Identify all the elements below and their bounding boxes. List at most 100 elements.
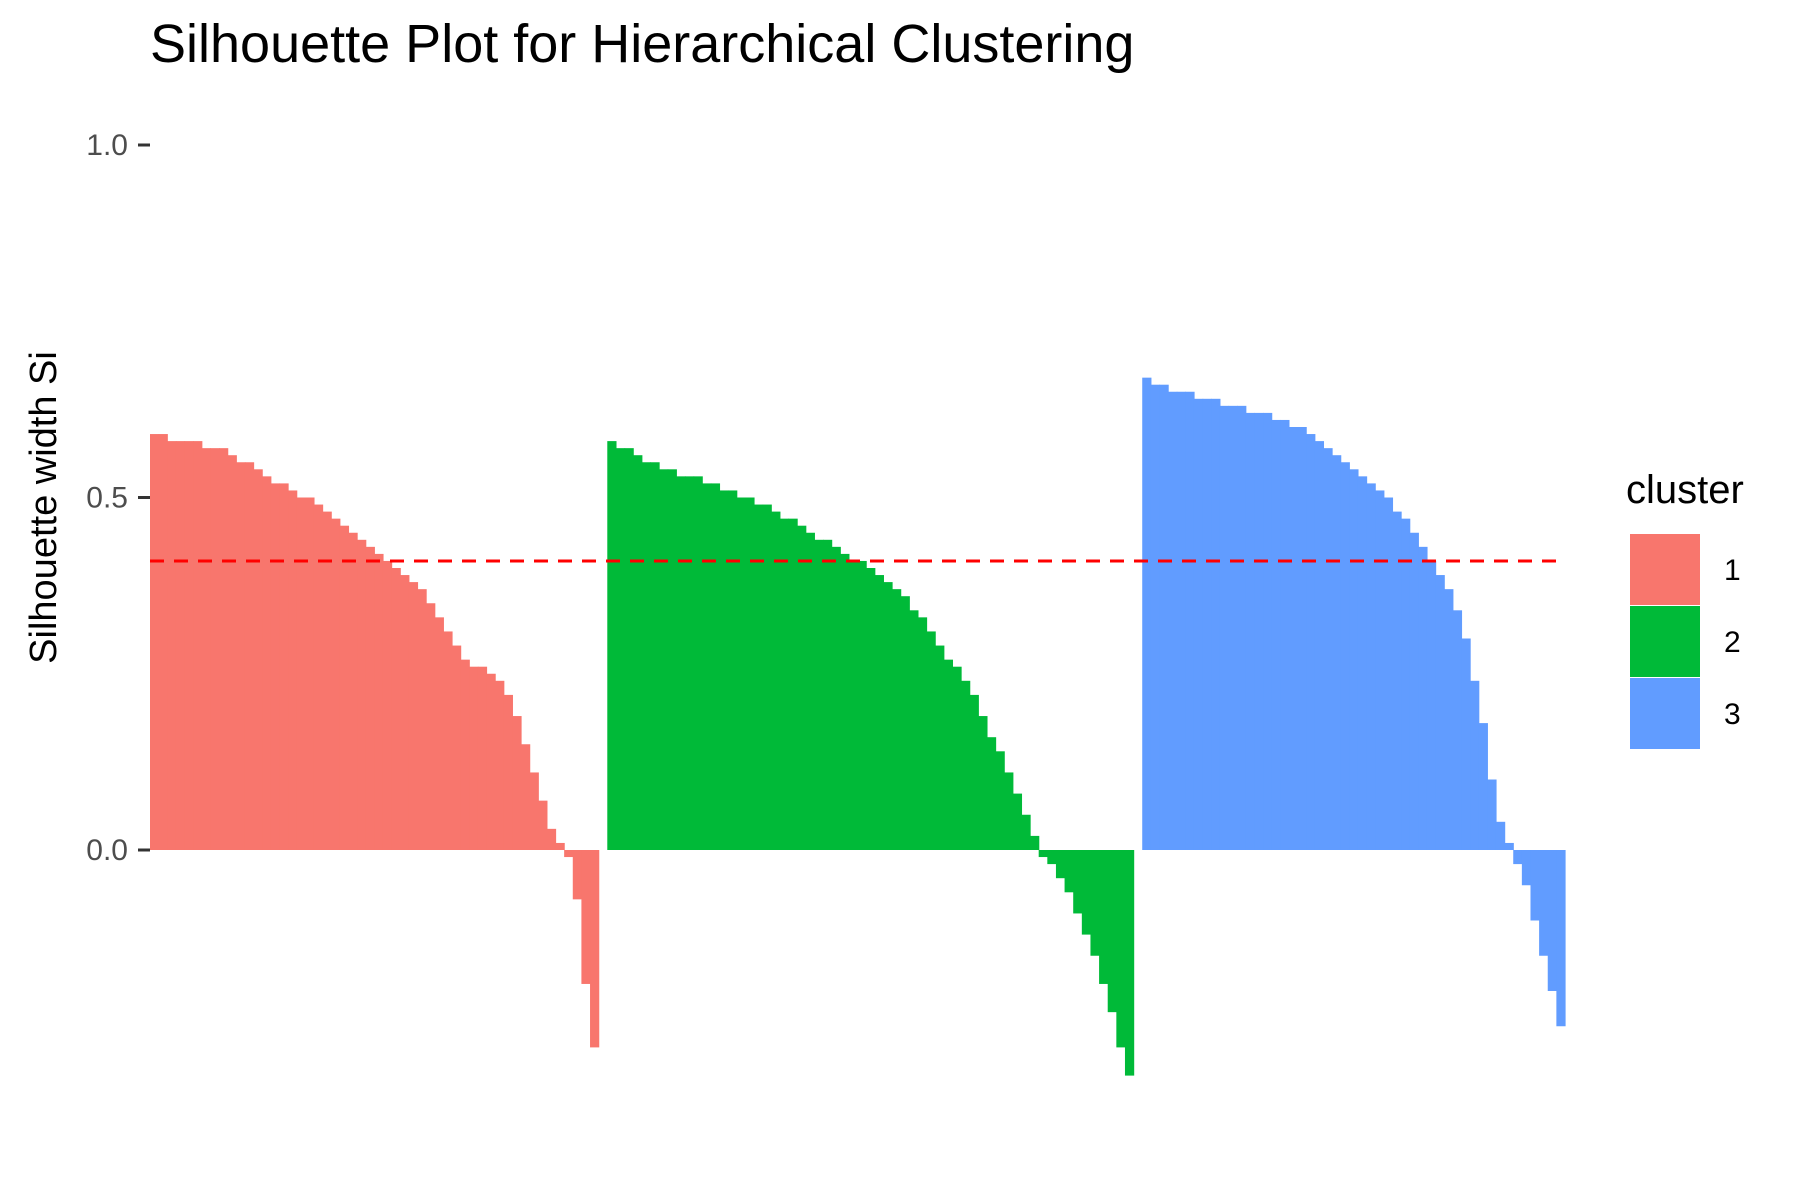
silhouette-bar [641, 462, 652, 850]
legend-items: 1 2 3 [1630, 534, 1741, 749]
silhouette-bar [1099, 850, 1109, 984]
silhouette-bar [572, 850, 583, 900]
chart-title: Silhouette Plot for Hierarchical Cluster… [150, 14, 1134, 74]
silhouette-bar [417, 589, 427, 850]
silhouette-bar [529, 772, 539, 850]
silhouette-bar [270, 483, 281, 850]
silhouette-bar [434, 617, 444, 850]
y-axis-title: Silhouette width Si [23, 351, 65, 664]
silhouette-bar [1375, 490, 1385, 850]
series-cluster-3 [1142, 377, 1566, 1027]
silhouette-bar [564, 850, 574, 858]
silhouette-bar [961, 680, 971, 850]
silhouette-bar [443, 631, 453, 850]
silhouette-bar [486, 673, 496, 850]
silhouette-bar [1168, 391, 1178, 850]
silhouette-bar [1556, 850, 1566, 1027]
silhouette-bar [719, 490, 729, 850]
silhouette-bar [1392, 511, 1402, 850]
silhouette-bar [382, 560, 393, 850]
silhouette-bar [935, 645, 945, 850]
silhouette-bar [365, 546, 375, 850]
silhouette-bar [495, 680, 505, 850]
silhouette-bar [555, 842, 565, 850]
silhouette-bar [1081, 850, 1092, 935]
silhouette-bar [408, 582, 419, 850]
silhouette-bar [1116, 850, 1126, 1048]
silhouette-bar [1047, 850, 1057, 865]
silhouette-bar [710, 483, 721, 850]
silhouette-bar [339, 525, 350, 850]
legend-key [1630, 678, 1700, 749]
silhouette-bar [244, 462, 255, 850]
silhouette-bar [1263, 412, 1273, 850]
silhouette-bar [797, 525, 807, 850]
silhouette-bar [1228, 405, 1238, 850]
silhouette-bar [728, 490, 738, 850]
silhouette-bar [1521, 850, 1532, 886]
silhouette-bar [814, 539, 824, 850]
silhouette-bar [1409, 532, 1419, 850]
silhouette-bar [1159, 384, 1169, 850]
silhouette-bar [1142, 377, 1152, 850]
silhouette-bar [1530, 850, 1540, 921]
silhouette-bar [546, 828, 557, 850]
silhouette-bar [1366, 483, 1376, 850]
silhouette-bar [1012, 793, 1023, 850]
silhouette-bar [1176, 391, 1186, 850]
silhouette-bar [503, 694, 513, 850]
silhouette-bar [952, 666, 962, 850]
silhouette-bar [469, 666, 479, 850]
silhouette-bar [374, 553, 384, 850]
silhouette-bar [779, 518, 790, 850]
legend-label: 1 [1724, 554, 1741, 587]
silhouette-bar [615, 448, 626, 850]
silhouette-bar [1452, 610, 1463, 850]
silhouette-bar [1073, 850, 1083, 914]
silhouette-bar [219, 448, 229, 850]
legend-key [1630, 606, 1700, 677]
silhouette-bar [848, 560, 859, 850]
legend-item-3: 3 [1630, 678, 1741, 749]
silhouette-bar [909, 610, 919, 850]
silhouette-bar [184, 441, 194, 850]
legend-item-2: 2 [1630, 606, 1741, 677]
silhouette-bar [590, 850, 600, 1048]
silhouette-bar [745, 497, 755, 850]
silhouette-bar [1306, 434, 1316, 850]
silhouette-bar [305, 497, 315, 850]
silhouette-bar [1383, 497, 1394, 850]
silhouette-bar [1185, 391, 1195, 850]
silhouette-bar [762, 504, 772, 850]
silhouette-bar [1401, 518, 1411, 850]
silhouette-bar [1193, 398, 1204, 850]
silhouette-bar [1124, 850, 1135, 1076]
silhouette-bar [1038, 850, 1048, 858]
silhouette-bar [840, 553, 850, 850]
silhouette-bar [926, 631, 936, 850]
silhouette-bar [158, 434, 168, 850]
series-cluster-1 [150, 434, 600, 1048]
silhouette-bar [227, 455, 237, 850]
legend: cluster 1 2 3 [1626, 468, 1744, 749]
silhouette-bar [521, 744, 531, 850]
silhouette-bar [736, 497, 746, 850]
silhouette-bar [633, 455, 643, 850]
silhouette-bar [391, 568, 401, 850]
silhouette-bar [1547, 850, 1557, 991]
silhouette-bar [1297, 427, 1307, 850]
silhouette-bar [1211, 398, 1221, 850]
silhouette-bar [1461, 638, 1471, 850]
silhouette-bar [693, 476, 703, 850]
silhouette-bar [969, 694, 979, 850]
y-axis: 0.0 0.5 1.0 [86, 129, 150, 867]
silhouette-bar [1219, 405, 1230, 850]
silhouette-bar [1418, 546, 1428, 850]
silhouette-bar [1288, 427, 1299, 850]
silhouette-bar [201, 448, 211, 850]
silhouette-bar [1314, 441, 1325, 850]
silhouette-bar [1323, 448, 1333, 850]
silhouette-bar [426, 603, 436, 850]
